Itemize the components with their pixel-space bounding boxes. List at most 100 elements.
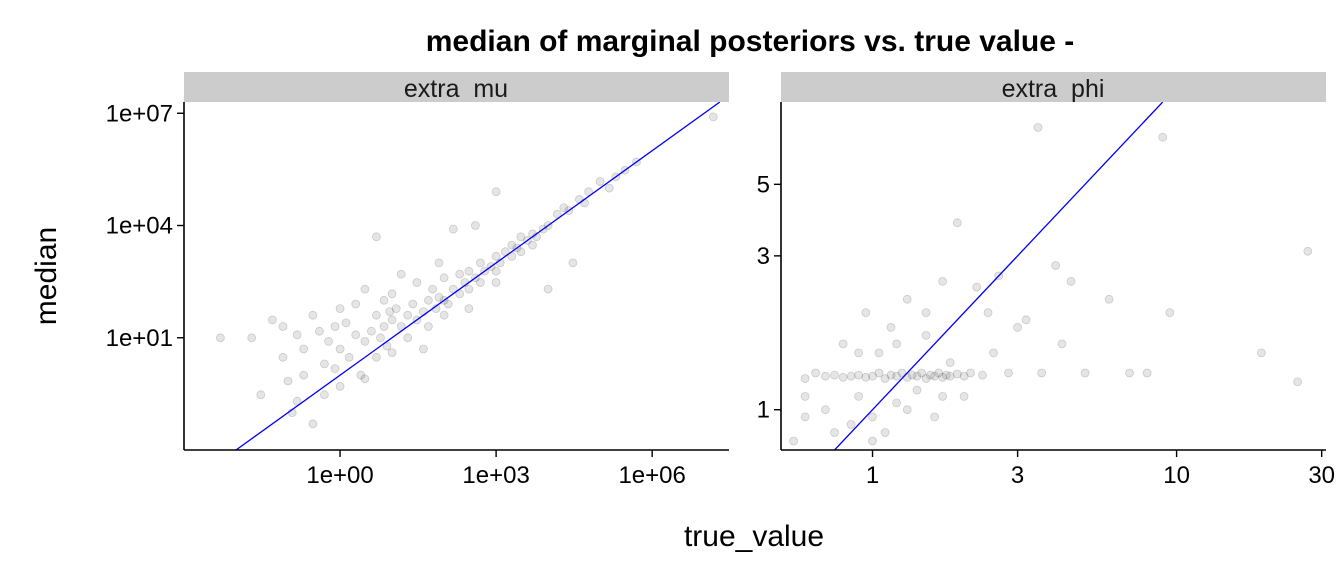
data-point — [942, 370, 951, 380]
data-point — [344, 352, 354, 362]
data-point — [267, 315, 277, 325]
data-point — [464, 266, 474, 276]
data-point — [983, 308, 993, 318]
data-point — [921, 308, 931, 318]
data-point — [1104, 294, 1114, 304]
data-point — [868, 371, 877, 381]
data-point — [403, 310, 413, 320]
data-point — [830, 428, 839, 437]
facet-strip — [781, 72, 1326, 102]
data-point — [917, 368, 926, 378]
data-point — [800, 412, 810, 422]
data-point — [580, 198, 589, 208]
data-point — [391, 304, 401, 314]
data-point — [371, 232, 381, 242]
data-point — [1037, 368, 1047, 378]
data-point — [854, 348, 863, 358]
data-point — [1057, 339, 1067, 349]
data-point — [789, 436, 798, 446]
data-point — [861, 372, 871, 382]
data-point — [874, 368, 884, 378]
data-point — [972, 282, 982, 292]
data-point — [356, 370, 366, 380]
data-point — [507, 240, 517, 250]
data-point — [464, 284, 474, 294]
chart-title: median of marginal posteriors vs. true v… — [426, 25, 1075, 58]
data-point — [912, 371, 922, 381]
data-point — [360, 284, 370, 294]
data-point — [568, 258, 578, 268]
y-tick-label: 3 — [757, 243, 770, 270]
data-point — [314, 326, 324, 336]
data-point — [292, 330, 302, 340]
data-point — [439, 273, 449, 283]
data-point — [423, 295, 433, 305]
data-point — [448, 224, 458, 234]
data-point — [978, 370, 987, 380]
y-tick-label: 5 — [757, 171, 770, 198]
data-point — [516, 247, 526, 257]
data-point — [886, 322, 896, 332]
data-point — [930, 412, 939, 422]
data-point — [516, 232, 526, 242]
x-tick-label: 1 — [866, 462, 879, 489]
y-axis-title: median — [30, 227, 63, 325]
data-point — [475, 278, 485, 287]
data-point — [403, 333, 413, 343]
data-point — [1165, 308, 1175, 318]
facet-strip-label: extra mu — [404, 75, 508, 103]
data-point — [299, 370, 309, 380]
data-point — [464, 304, 474, 314]
data-point — [892, 398, 901, 408]
data-point — [874, 348, 884, 358]
data-point — [385, 307, 395, 317]
data-point — [1158, 132, 1168, 142]
data-point — [256, 390, 266, 400]
data-point — [387, 315, 397, 325]
data-point — [455, 269, 465, 279]
data-point — [959, 391, 969, 401]
data-point — [921, 330, 931, 340]
data-point — [1004, 368, 1013, 378]
data-point — [215, 333, 225, 343]
data-point — [434, 258, 444, 268]
data-point — [308, 419, 318, 429]
data-point — [945, 371, 955, 381]
data-point — [902, 294, 912, 304]
data-point — [938, 391, 947, 401]
y-tick-label: 1e+04 — [106, 213, 173, 240]
identity-line — [834, 102, 1164, 450]
data-point — [408, 299, 418, 309]
data-point — [1142, 368, 1152, 378]
x-tick-label: 1e+00 — [306, 462, 373, 489]
data-point — [330, 322, 340, 331]
data-point — [434, 292, 444, 302]
x-tick-label: 3 — [1011, 462, 1024, 489]
data-point — [528, 240, 537, 250]
x-tick-label: 1e+06 — [618, 462, 685, 489]
data-point — [886, 370, 896, 380]
data-point — [800, 374, 810, 383]
data-point — [559, 203, 569, 213]
data-point — [387, 348, 397, 358]
data-point — [379, 322, 389, 331]
data-point — [821, 405, 830, 415]
data-point — [838, 339, 848, 349]
x-axis-title: true_value — [684, 520, 824, 553]
data-point — [351, 330, 361, 340]
y-tick-label: 1e+01 — [106, 325, 173, 352]
data-point — [902, 405, 912, 415]
data-point — [926, 370, 935, 380]
data-point — [846, 420, 856, 429]
data-point — [830, 370, 839, 380]
data-point — [335, 304, 345, 314]
data-point — [604, 183, 614, 193]
data-point — [868, 436, 877, 446]
data-point — [952, 218, 962, 228]
data-point — [278, 322, 288, 331]
data-point — [938, 276, 947, 286]
data-point — [945, 358, 955, 368]
data-point — [821, 371, 830, 381]
panel-extra-phi: 1 3 10 30 1 3 5 — [757, 102, 1335, 489]
